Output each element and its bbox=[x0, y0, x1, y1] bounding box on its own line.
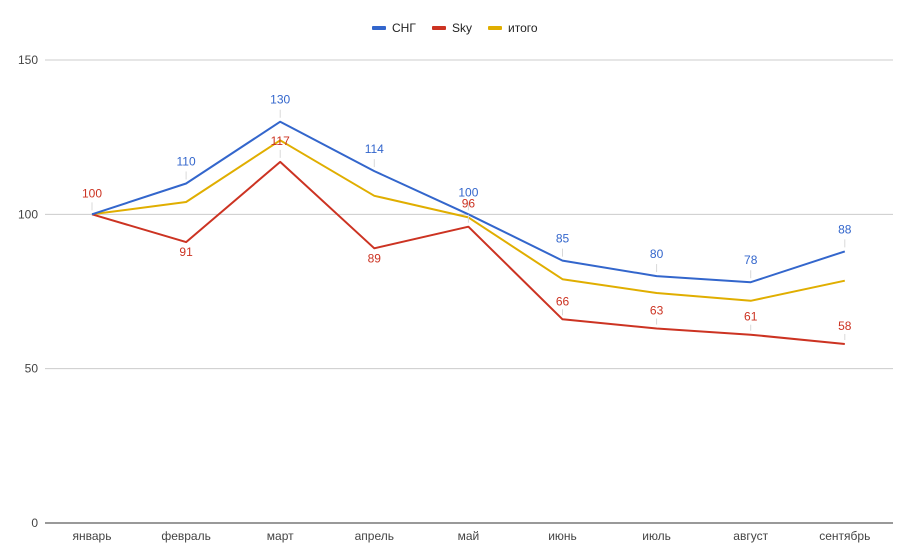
data-label-sng: 114 bbox=[365, 142, 384, 156]
legend-swatch bbox=[372, 26, 386, 30]
grid-layer bbox=[45, 59, 893, 524]
y-tick-label: 0 bbox=[31, 516, 38, 530]
x-tick-label: январь bbox=[73, 529, 112, 543]
data-label-sky: 61 bbox=[744, 310, 758, 324]
x-tick-label: сентябрь bbox=[819, 529, 870, 543]
legend-label: СНГ bbox=[392, 21, 416, 35]
data-label-sng: 80 bbox=[650, 247, 664, 261]
y-tick-label: 150 bbox=[18, 53, 38, 67]
data-label-sky: 63 bbox=[650, 304, 664, 318]
data-label-sng: 85 bbox=[556, 232, 570, 246]
y-tick-label: 100 bbox=[18, 207, 38, 221]
legend-swatch bbox=[432, 26, 446, 30]
data-label-sng: 100 bbox=[458, 185, 478, 199]
x-tick-label: июль bbox=[642, 529, 671, 543]
y-tick-label: 50 bbox=[25, 362, 39, 376]
legend-label: итого bbox=[508, 21, 538, 35]
x-tick-label: февраль bbox=[161, 529, 211, 543]
data-label-sky: 58 bbox=[838, 319, 852, 333]
data-label-sng: 130 bbox=[270, 93, 290, 107]
data-label-sky: 66 bbox=[556, 294, 570, 308]
data-label-sky: 117 bbox=[271, 134, 290, 148]
data-label-layer: 110 130 114 100 85 80 78 88 100 91 117 89 96 66 63 61 58 bbox=[82, 93, 852, 340]
x-tick-label: май bbox=[458, 529, 480, 543]
data-label-sng: 88 bbox=[838, 222, 852, 236]
series-layer bbox=[91, 120, 846, 345]
x-tick-label: июнь bbox=[548, 529, 577, 543]
data-label-sky: 91 bbox=[179, 245, 193, 259]
x-tick-label: апрель bbox=[355, 529, 394, 543]
data-label-sky: 100 bbox=[82, 186, 102, 200]
legend-label: Sky bbox=[452, 21, 472, 35]
data-label-sng: 110 bbox=[177, 154, 196, 168]
legend: СНГ Sky итого bbox=[372, 21, 538, 35]
x-tick-label: август bbox=[733, 529, 768, 543]
data-label-sky: 89 bbox=[368, 251, 382, 265]
x-tick-label: март bbox=[267, 529, 294, 543]
legend-swatch bbox=[488, 26, 502, 30]
data-label-sky: 96 bbox=[462, 197, 476, 211]
axis-layer: 0 50 100 150 январь февраль март апрель май июнь и… bbox=[18, 53, 870, 543]
data-label-sng: 78 bbox=[744, 253, 758, 267]
